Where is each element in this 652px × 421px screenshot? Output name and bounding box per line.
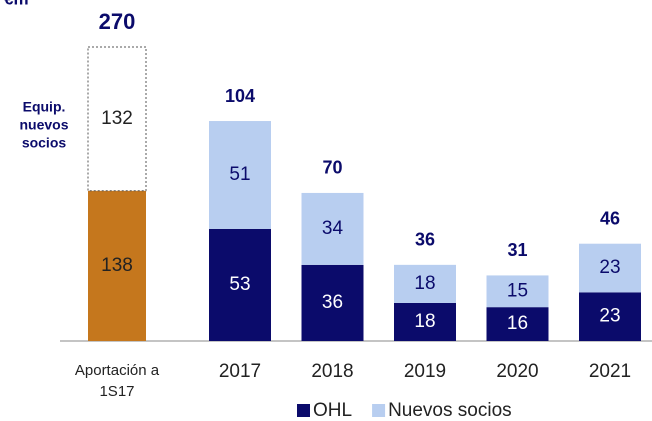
legend-swatch (372, 404, 386, 417)
value-label: 51 (229, 164, 250, 185)
legend-swatch (297, 404, 310, 417)
bar-segment (579, 292, 641, 341)
bar-segment (394, 264, 456, 303)
total-label: 70 (322, 158, 342, 178)
bar-segment (486, 307, 549, 341)
value-label: 18 (414, 311, 435, 332)
annotation: nuevos (19, 117, 68, 133)
total-label: 104 (225, 86, 255, 106)
contribution-segment (88, 190, 146, 341)
annotation: Equip. (23, 99, 66, 115)
value-label: 23 (599, 306, 620, 327)
total-label: 36 (415, 230, 435, 250)
value-label: 132 (101, 108, 133, 129)
bar-segment (394, 302, 456, 341)
value-label: 23 (599, 257, 620, 278)
x-tick-label: 2017 (219, 361, 261, 382)
bar-segment (301, 264, 364, 341)
legend-label: OHL (313, 400, 352, 421)
x-tick-label: 2019 (404, 361, 446, 382)
legend-label: Nuevos socios (388, 400, 512, 421)
value-label: 16 (507, 313, 528, 334)
value-label: 34 (322, 218, 344, 239)
x-label: Aportación a 1S17 (74, 362, 160, 400)
value-label: 36 (322, 292, 343, 313)
bar-segment (209, 228, 271, 341)
bar-segment (301, 192, 364, 265)
x-tick-label: Aportación a 1S17 (74, 362, 160, 400)
x-tick-label: 2020 (496, 361, 538, 382)
contribution-segment (87, 46, 147, 192)
x-tick-label: 2021 (589, 361, 631, 382)
bar-segment (209, 121, 271, 229)
value-label: 53 (229, 274, 250, 295)
value-label: 138 (101, 255, 133, 276)
unit-label: €m (4, 0, 29, 8)
total-label: 31 (507, 240, 527, 260)
total-label: 270 (99, 9, 136, 34)
annotation: socios (22, 135, 67, 151)
total-label: 46 (600, 208, 620, 228)
value-label: 18 (414, 273, 435, 294)
bar-segment (579, 243, 641, 293)
x-tick-label: 2018 (311, 361, 353, 382)
value-label: 15 (507, 280, 528, 301)
bar-segment (486, 275, 549, 308)
